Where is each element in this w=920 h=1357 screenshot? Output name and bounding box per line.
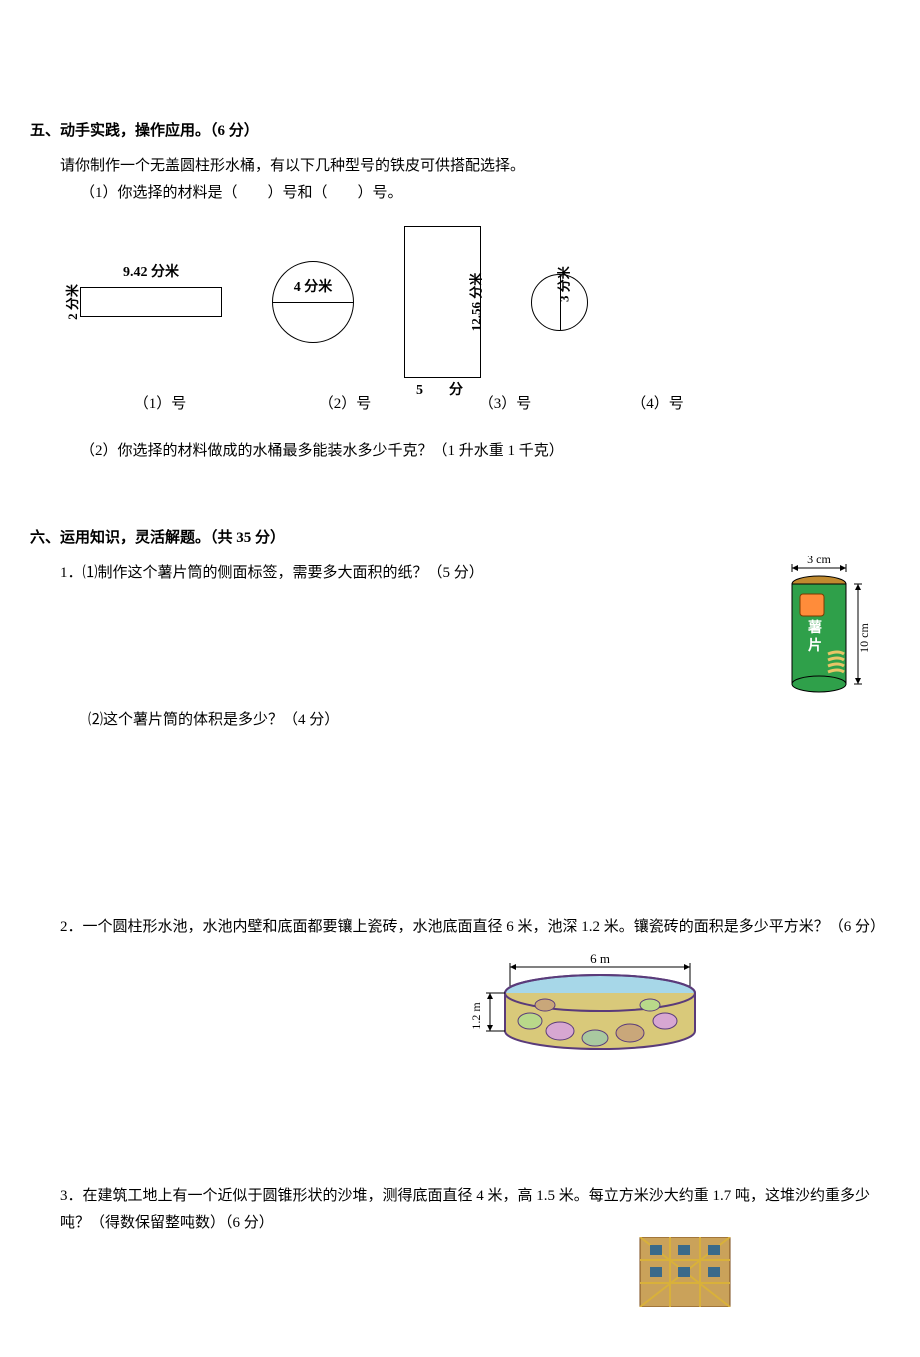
shape-2: 4 分米 bbox=[272, 217, 354, 387]
caption-4: （4）号 bbox=[610, 391, 705, 418]
section-5-q2: （2）你选择的材料做成的水桶最多能装水多少千克？（1 升水重 1 千克） bbox=[80, 438, 890, 465]
rect-2: 12.56 分米 5 分 bbox=[404, 226, 481, 378]
chips-diameter-label: 3 cm bbox=[807, 556, 831, 566]
shape-1: 9.42 分米 2 分米 bbox=[80, 217, 222, 387]
svg-text:薯: 薯 bbox=[807, 619, 822, 636]
shape-captions: （1）号 （2）号 （3）号 （4）号 bbox=[80, 391, 890, 418]
chips-figure: 3 cm 薯 片 10 cm bbox=[770, 556, 890, 726]
rect-1: 9.42 分米 2 分米 bbox=[80, 287, 222, 317]
section-5-title: 五、动手实践，操作应用。（6 分） bbox=[30, 118, 890, 145]
q6-1-2: ⑵这个薯片筒的体积是多少？（4 分） bbox=[88, 707, 770, 734]
pool-figure: 6 m 1.2 m bbox=[450, 953, 890, 1083]
section-5-q1: （1）你选择的材料是（ ）号和（ ）号。 bbox=[80, 180, 890, 207]
q6-2: 2．一个圆柱形水池，水池内壁和底面都要镶上瓷砖，水池底面直径 6 米，池深 1.… bbox=[60, 914, 890, 941]
circle-1: 4 分米 bbox=[272, 261, 354, 343]
shape-3: 12.56 分米 5 分 bbox=[404, 217, 481, 387]
q6-1-row: 1．⑴制作这个薯片筒的侧面标签，需要多大面积的纸？（5 分） ⑵这个薯片筒的体积… bbox=[60, 560, 890, 734]
rect2-height-label: 12.56 分米 bbox=[465, 273, 488, 332]
circle2-diameter-label: 3 分米 bbox=[552, 266, 575, 302]
shapes-row: 9.42 分米 2 分米 4 分米 12.56 分米 5 分 3 分米 bbox=[80, 217, 890, 387]
chips-height-label: 10 cm bbox=[857, 623, 871, 653]
circle1-diameter-label: 4 分米 bbox=[294, 275, 333, 300]
caption-2: （2）号 bbox=[290, 391, 400, 418]
q6-1-1: 1．⑴制作这个薯片筒的侧面标签，需要多大面积的纸？（5 分） bbox=[60, 560, 770, 587]
circle-2: 3 分米 bbox=[531, 274, 588, 331]
construction-figure bbox=[620, 1237, 890, 1317]
svg-text:片: 片 bbox=[808, 637, 822, 654]
q6-3: 3．在建筑工地上有一个近似于圆锥形状的沙堆，测得底面直径 4 米，高 1.5 米… bbox=[60, 1183, 890, 1237]
shape-4: 3 分米 bbox=[531, 217, 588, 387]
rect1-height-label: 2 分米 bbox=[61, 284, 84, 320]
pool-diameter-label: 6 m bbox=[590, 953, 610, 966]
section-5-intro: 请你制作一个无盖圆柱形水桶，有以下几种型号的铁皮可供搭配选择。 bbox=[60, 153, 890, 180]
rect2-width-label: 5 分 bbox=[405, 378, 480, 403]
section-6-title: 六、运用知识，灵活解题。（共 35 分） bbox=[30, 525, 890, 552]
rect1-width-label: 9.42 分米 bbox=[81, 260, 221, 285]
pool-depth-label: 1.2 m bbox=[469, 1002, 483, 1030]
caption-1: （1）号 bbox=[80, 391, 240, 418]
